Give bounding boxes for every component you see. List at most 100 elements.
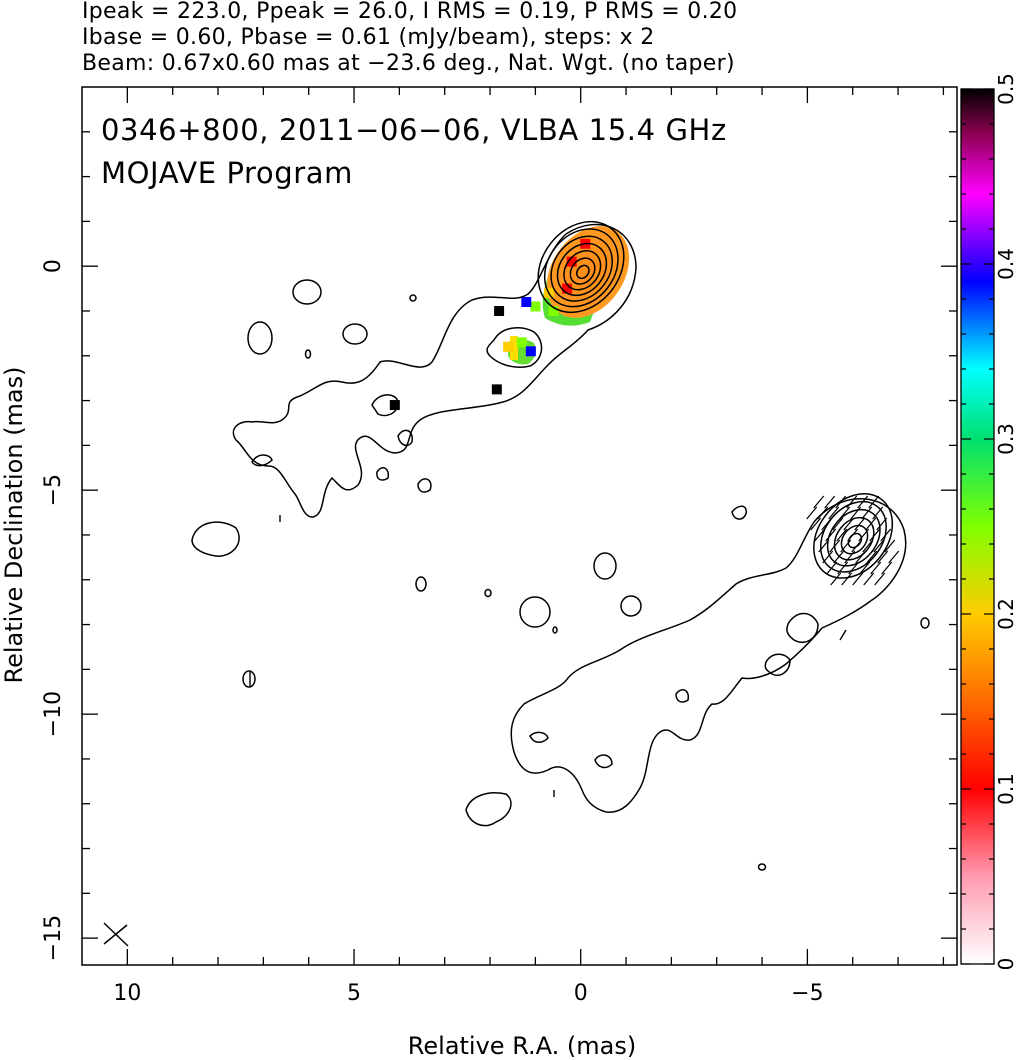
pol-vector: [888, 550, 900, 564]
pol-vector: [825, 528, 837, 542]
pol-vector: [880, 528, 892, 542]
pol-vector: [806, 506, 818, 520]
pol-vector: [863, 572, 875, 586]
pol-pixel: [516, 337, 527, 348]
y-tick-label: −10: [41, 691, 66, 737]
pol-pixel: [521, 297, 532, 308]
y-tick-label: −15: [41, 915, 66, 961]
pol-vector: [851, 539, 863, 553]
pol-pixel: [494, 305, 505, 316]
contour-lower-hole-4: [529, 731, 549, 743]
contour-inner-ring: [486, 327, 543, 368]
pol-vector: [874, 572, 886, 586]
core-contour: [569, 257, 596, 285]
pol-vector: [865, 517, 877, 531]
colorbar-label: 0.4: [994, 248, 1018, 280]
contour-blob-a: [292, 279, 322, 305]
pol-vector: [848, 561, 860, 575]
pol-vector: [821, 517, 833, 531]
pol-yellow-strip: [510, 336, 518, 360]
pol-vector: [870, 561, 882, 575]
pol-vector: [814, 528, 826, 542]
core-contour: [556, 242, 608, 297]
contour-blob-n: [731, 505, 747, 520]
contour-blob-d: [409, 294, 417, 302]
colorbar-label: 0.2: [994, 598, 1018, 630]
core-contour: [537, 220, 625, 314]
header-line-2: Ibase = 0.60, Pbase = 0.61 (mJy/beam), s…: [82, 25, 655, 50]
contour-lower-hole-5: [594, 754, 613, 769]
pol-vector: [844, 550, 856, 564]
contour-lower-hole-3: [675, 689, 690, 703]
pol-vector: [833, 550, 845, 564]
pol-pixel: [503, 341, 514, 352]
contour-hole-1: [371, 394, 399, 417]
core-contour: [576, 264, 590, 280]
colorbar-label: 0: [994, 958, 1018, 971]
pol-vector: [881, 561, 893, 575]
pol-vector: [843, 517, 855, 531]
pol-pixel: [548, 305, 559, 316]
pol-vector: [846, 495, 858, 509]
pol-pixel: [525, 346, 536, 357]
contour-blob-f: [415, 576, 427, 592]
header-line-3: Beam: 0.67x0.60 mas at −23.6 deg., Nat. …: [82, 51, 735, 76]
core-contour: [543, 228, 619, 308]
pol-vector: [872, 506, 884, 520]
contour-blob-b: [247, 321, 273, 355]
pol-vector: [824, 495, 836, 509]
pol-vector: [850, 506, 862, 520]
pol-pixel: [566, 256, 577, 267]
pol-vector: [847, 528, 859, 542]
pol-vector: [869, 528, 881, 542]
pol-vector: [866, 550, 878, 564]
contour-blob-i: [593, 552, 617, 580]
pol-vector: [818, 539, 830, 553]
x-axis-label: Relative R.A. (mas): [408, 1032, 636, 1060]
pol-vector: [837, 561, 849, 575]
y-axis-label: Relative Declination (mas): [0, 366, 28, 683]
y-tick-label: 0: [41, 259, 66, 273]
pol-vector: [877, 550, 889, 564]
pol-vector: [840, 539, 852, 553]
core-contour: [550, 235, 613, 302]
pol-vector: [852, 572, 864, 586]
colorbar: [961, 89, 994, 964]
pol-pixel: [389, 400, 400, 411]
pol-pixel: [562, 283, 573, 294]
x-tick-label: 5: [347, 981, 361, 1006]
contour-hole-4: [376, 467, 390, 481]
contour-outer-lower: [510, 498, 907, 813]
colorbar-label: 0.5: [994, 73, 1018, 105]
pol-vector: [876, 517, 888, 531]
pol-vector: [810, 517, 822, 531]
pol-vector: [873, 539, 885, 553]
contour-blob-p: [465, 792, 512, 827]
x-tick-label: 10: [113, 981, 141, 1006]
pol-vector: [841, 572, 853, 586]
pol-vector: [817, 506, 829, 520]
pol-vector: [855, 550, 867, 564]
plot-frame: [81, 86, 958, 966]
contour-hole-5: [417, 478, 432, 493]
annotation-source: 0346+800, 2011−06−06, VLBA 15.4 GHz: [101, 113, 727, 147]
pol-vector: [832, 517, 844, 531]
contour-blob-h: [242, 670, 256, 688]
contour-blob-m: [552, 626, 558, 634]
pol-pixel: [530, 301, 541, 312]
colorbar-label: 0.3: [994, 423, 1018, 455]
y-tick-label: −5: [41, 474, 66, 506]
x-tick-label: 0: [574, 981, 588, 1006]
pol-vector: [862, 539, 874, 553]
contour-blob-j: [519, 596, 551, 628]
core-contour: [563, 250, 602, 291]
contour-lower-hole-2: [764, 653, 791, 676]
core-contour: [813, 493, 894, 579]
pol-vector: [861, 506, 873, 520]
contour-blob-g: [484, 588, 492, 598]
contour-tick-4: [839, 629, 847, 641]
contour-blob-l: [757, 863, 767, 871]
contour-hole-3: [251, 454, 273, 467]
x-tick-label: −5: [791, 981, 823, 1006]
header-line-1: Ipeak = 223.0, Ppeak = 26.0, I RMS = 0.1…: [82, 0, 738, 24]
